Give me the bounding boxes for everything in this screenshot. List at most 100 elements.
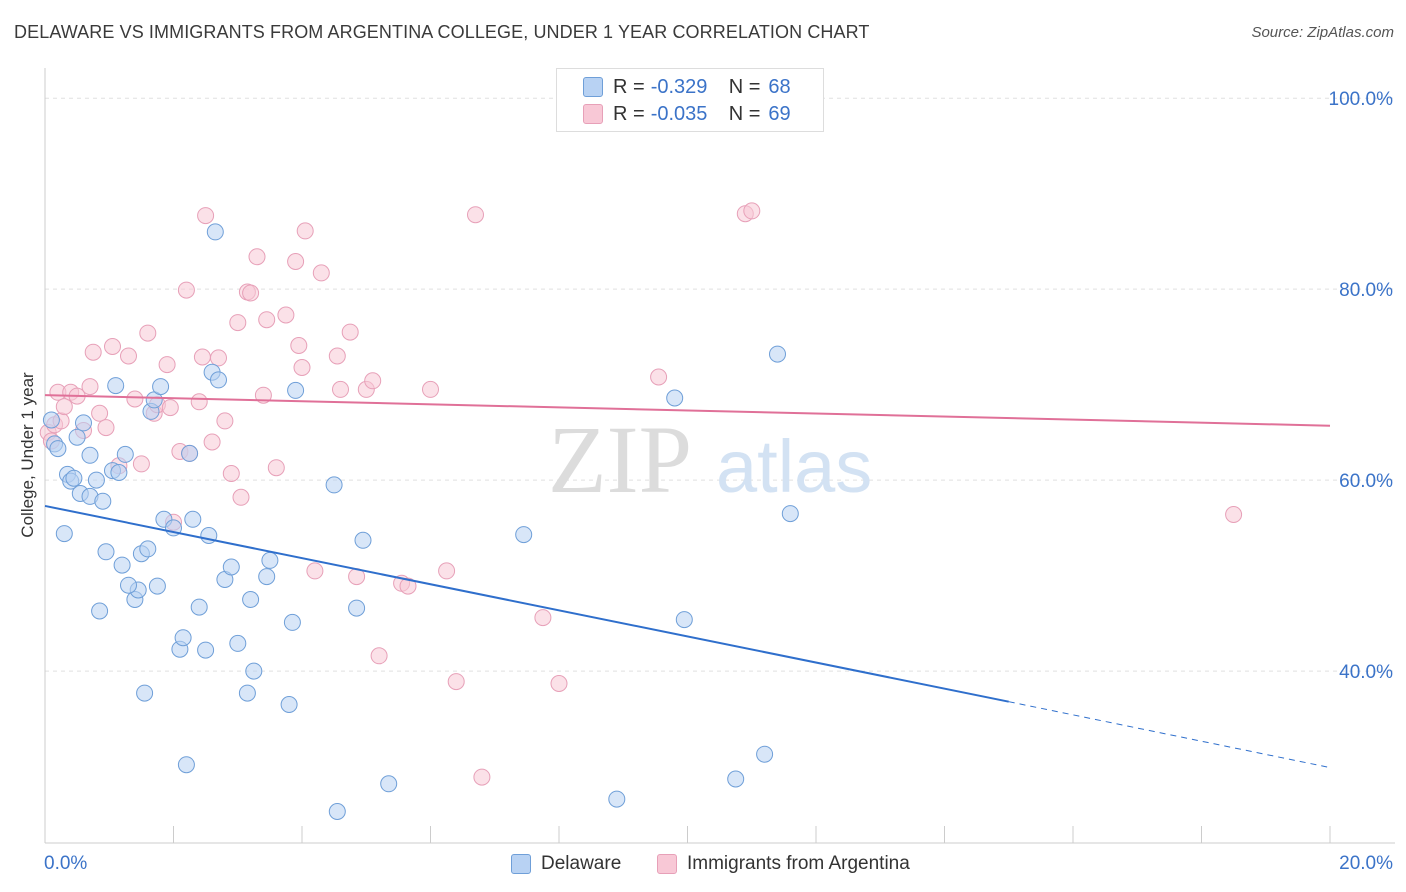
argentina-point	[158, 356, 176, 374]
argentina-point	[139, 324, 157, 342]
argentina-point	[91, 404, 109, 422]
argentina-point	[248, 248, 266, 266]
delaware-point	[68, 428, 86, 446]
tick-labels: 40.0% 60.0% 80.0% 100.0% 0.0% 20.0%	[44, 89, 1393, 874]
delaware-point	[608, 790, 626, 808]
argentina-point	[216, 412, 234, 430]
argentina-point	[312, 264, 330, 282]
argentina-point	[473, 768, 491, 786]
delaware-point	[91, 602, 109, 620]
delaware-point	[55, 525, 73, 543]
bottom-legend-delaware: Delaware	[511, 852, 621, 876]
correlation-legend: R = -0.329 N = 68 R = -0.035 N = 69	[556, 68, 824, 132]
argentina-point	[447, 673, 465, 691]
n-value-argentina: 69	[768, 102, 791, 125]
delaware-point	[229, 634, 247, 652]
delaware-point	[283, 613, 301, 631]
argentina-trend-line	[44, 394, 1331, 427]
argentina-point	[190, 393, 208, 411]
delaware-point	[261, 551, 279, 569]
delaware-point	[238, 684, 256, 702]
argentina-point	[55, 398, 73, 416]
series-delaware-points	[42, 223, 799, 820]
argentina-point	[364, 372, 382, 390]
delaware-point	[781, 505, 799, 523]
delaware-point	[81, 446, 99, 464]
argentina-point	[1225, 506, 1243, 523]
argentina-point	[534, 609, 552, 627]
delaware-point	[110, 464, 128, 481]
delaware-point	[177, 756, 195, 774]
argentina-point	[550, 675, 568, 692]
delaware-swatch-icon	[583, 77, 603, 97]
argentina-legend-label: Immigrants from Argentina	[687, 853, 910, 874]
delaware-point	[348, 599, 366, 617]
r-label: R =	[613, 75, 645, 98]
argentina-point	[193, 348, 211, 366]
delaware-point	[354, 531, 372, 549]
n-label: N =	[728, 75, 761, 98]
delaware-point	[515, 526, 533, 544]
argentina-point	[422, 380, 439, 398]
argentina-point	[132, 455, 150, 473]
argentina-point	[341, 323, 359, 341]
argentina-point	[203, 433, 221, 451]
delaware-point	[107, 377, 125, 395]
delaware-point	[42, 411, 60, 429]
argentina-point	[328, 347, 346, 365]
delaware-point	[769, 345, 786, 363]
r-value-delaware: -0.329	[650, 75, 708, 98]
gridlines	[45, 97, 1395, 672]
y-axis-label: College, Under 1 year	[18, 372, 37, 538]
argentina-point	[293, 359, 311, 376]
argentina-point	[650, 368, 668, 386]
argentina-point	[81, 378, 99, 396]
argentina-point	[467, 206, 484, 224]
legend-row-argentina: R = -0.035 N = 69	[583, 102, 791, 126]
delaware-point	[756, 745, 774, 763]
delaware-point	[675, 611, 693, 629]
argentina-point	[104, 338, 121, 355]
argentina-point	[126, 390, 144, 408]
argentina-point	[97, 419, 115, 437]
n-value-delaware: 68	[768, 75, 791, 98]
delaware-point	[97, 543, 115, 561]
argentina-point	[399, 577, 417, 595]
delaware-point	[325, 476, 343, 494]
delaware-point	[152, 378, 170, 396]
delaware-point	[181, 444, 199, 462]
y-tick-label: 80.0%	[1339, 280, 1393, 301]
argentina-point	[290, 337, 308, 354]
argentina-point	[743, 202, 761, 220]
delaware-point	[328, 803, 346, 820]
argentina-point	[370, 647, 388, 665]
x-tick-label: 0.0%	[44, 853, 87, 874]
delaware-point	[245, 662, 263, 680]
delaware-point	[136, 684, 154, 702]
delaware-trend-line-extension	[1008, 701, 1331, 769]
argentina-point	[267, 459, 285, 477]
argentina-point	[197, 207, 215, 225]
delaware-point	[666, 389, 684, 407]
n-label: N =	[728, 102, 761, 125]
delaware-point	[113, 556, 131, 574]
argentina-point	[438, 562, 456, 580]
delaware-point	[210, 371, 227, 389]
delaware-point	[197, 641, 215, 659]
r-value-argentina: -0.035	[650, 102, 708, 125]
argentina-point	[222, 465, 240, 482]
delaware-point	[206, 223, 224, 241]
delaware-point	[258, 568, 276, 586]
axes	[44, 68, 1395, 844]
argentina-point	[177, 281, 195, 299]
delaware-point	[184, 510, 202, 528]
trend-lines	[44, 394, 1331, 769]
delaware-point	[280, 696, 298, 713]
y-tick-label: 100.0%	[1329, 89, 1394, 110]
delaware-legend-label: Delaware	[541, 853, 622, 874]
watermark-atlas: atlas	[716, 425, 872, 508]
delaware-point	[174, 629, 192, 647]
chart-title: DELAWARE VS IMMIGRANTS FROM ARGENTINA CO…	[14, 22, 870, 42]
delaware-point	[222, 558, 240, 576]
